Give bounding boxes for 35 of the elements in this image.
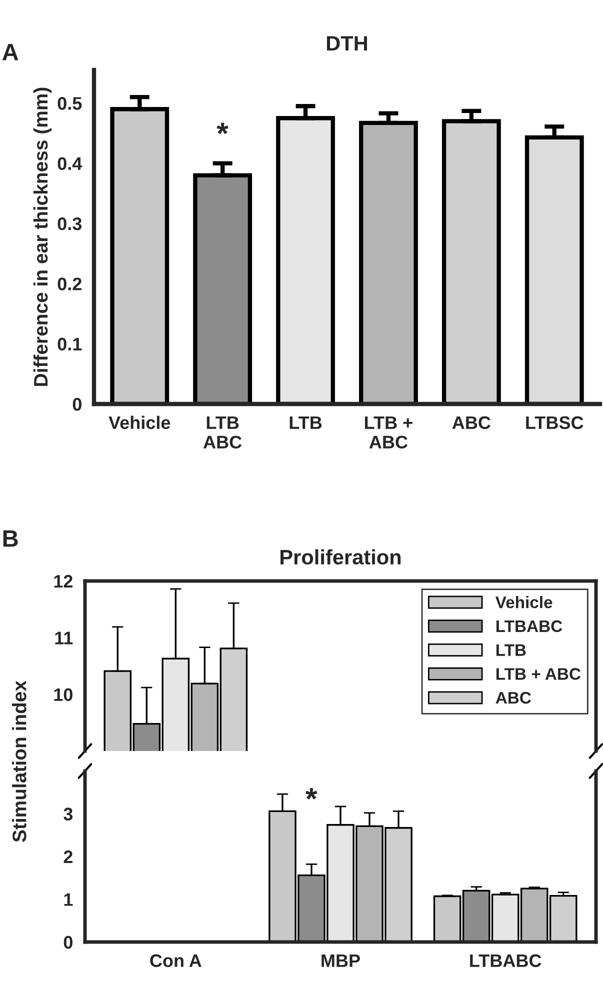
x-tick-label: Vehicle bbox=[108, 416, 170, 430]
x-tick-label: LTB + ABC bbox=[365, 416, 412, 449]
text: B bbox=[3, 530, 18, 547]
y-axis-title: Difference in ear thickness (mm) bbox=[33, 88, 52, 386]
y-tick-label: 1 bbox=[64, 893, 73, 906]
annotation: * bbox=[216, 122, 228, 134]
y-tick-label: 0.3 bbox=[58, 217, 82, 230]
y-tick-label: 0.1 bbox=[58, 338, 82, 351]
x-tick-label: LTBSC bbox=[526, 416, 584, 430]
y-tick-label: 11 bbox=[55, 632, 73, 644]
chart-title: DTH bbox=[326, 36, 368, 51]
text: A bbox=[2, 44, 18, 60]
legend-label: LTBABC bbox=[496, 620, 562, 632]
y-tick-label: 2 bbox=[64, 850, 72, 864]
legend-label: ABC bbox=[496, 692, 532, 704]
x-tick-label: MBP bbox=[322, 954, 360, 967]
legend-label: LTB bbox=[496, 644, 526, 656]
y-tick-label: 10 bbox=[54, 688, 72, 702]
annotation: * bbox=[306, 788, 318, 800]
legend-label: Vehicle bbox=[495, 596, 552, 608]
y-tick-label: 0.5 bbox=[58, 97, 82, 110]
y-tick-label: 0 bbox=[72, 398, 82, 411]
x-tick-label: LTBABC bbox=[470, 954, 542, 968]
y-tick-label: 0 bbox=[64, 936, 72, 949]
y-tick-label: 12 bbox=[54, 574, 72, 588]
y-axis-title: Stimulation index bbox=[12, 680, 26, 842]
x-tick-label: LTB ABC bbox=[203, 416, 242, 449]
x-tick-label: LTB bbox=[290, 416, 322, 429]
y-tick-label: 0.2 bbox=[58, 278, 82, 290]
y-tick-label: 0.4 bbox=[58, 157, 82, 170]
y-tick-label: 3 bbox=[64, 808, 73, 820]
legend-label: LTB + ABC bbox=[496, 668, 581, 680]
x-tick-label: Con A bbox=[150, 954, 202, 968]
x-tick-label: ABC bbox=[452, 416, 490, 430]
chart-title: Proliferation bbox=[280, 549, 401, 565]
